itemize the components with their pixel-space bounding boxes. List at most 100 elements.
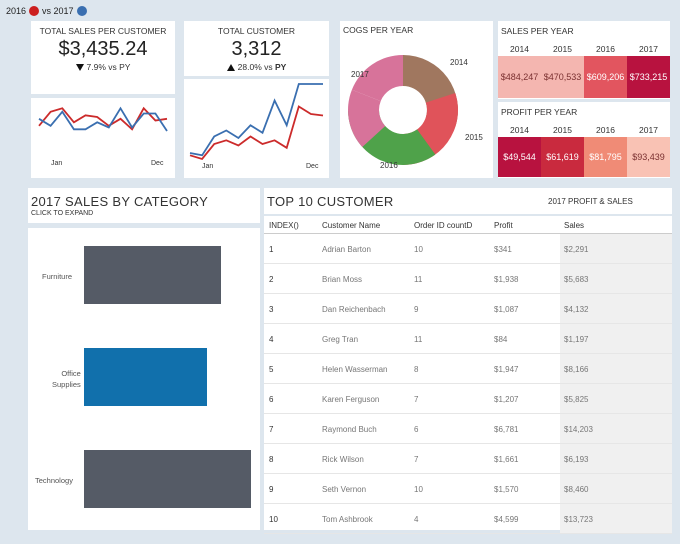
sales-cell-bg — [560, 324, 672, 353]
year-header: 2014 — [510, 125, 529, 135]
col-profit[interactable]: Profit — [494, 221, 513, 230]
table-row[interactable]: 10 Tom Ashbrook 4 $4,599 $13,723 — [264, 504, 672, 534]
table-row[interactable]: 2 Brian Moss 11 $1,938 $5,683 — [264, 264, 672, 294]
table-row[interactable]: 5 Helen Wasserman 8 $1,947 $8,166 — [264, 354, 672, 384]
cell-orders: 6 — [414, 425, 419, 434]
cogs-panel[interactable]: COGS PER YEAR 2014 2015 2016 2017 — [340, 21, 493, 178]
category-label-furniture: Furniture — [42, 272, 73, 281]
cell-customer: Dan Reichenbach — [322, 305, 386, 314]
cell-sales: $8,166 — [564, 365, 589, 374]
profit-year-row: $49,544 $61,619 $81,795 $93,439 — [498, 137, 670, 177]
cell-orders: 10 — [414, 245, 423, 254]
category-bar[interactable] — [84, 246, 222, 304]
profit-cell-2015[interactable]: $61,619 — [541, 137, 584, 177]
sales-sparkline — [38, 106, 168, 132]
label-2016: 2016 — [380, 161, 398, 170]
category-label-office: Office Supplies — [52, 369, 81, 389]
year-header: 2015 — [553, 44, 572, 54]
kpi-customer-value: 3,312 — [231, 38, 282, 60]
sales-year-row: $484,247 $470,533 $609,206 $733,215 — [498, 56, 670, 98]
year-header: 2017 — [639, 44, 658, 54]
table-row[interactable]: 8 Rick Wilson 7 $1,661 $6,193 — [264, 444, 672, 474]
cell-sales: $5,683 — [564, 275, 589, 284]
category-bar-chart[interactable]: Furniture Office Supplies Technology — [28, 228, 260, 530]
axis-dec: Dec — [151, 160, 164, 167]
slice-2017 — [351, 55, 403, 102]
profit-cell-2014[interactable]: $49,544 — [498, 137, 541, 177]
cell-customer: Karen Ferguson — [322, 395, 380, 404]
cell-customer: Adrian Barton — [322, 245, 371, 254]
table-row[interactable]: 3 Dan Reichenbach 9 $1,087 $4,132 — [264, 294, 672, 324]
kpi-customer-card[interactable]: TOTAL CUSTOMER 3,312 28.0% vs PY — [184, 21, 329, 76]
cell-orders: 9 — [414, 305, 419, 314]
cell-orders: 4 — [414, 515, 419, 524]
table-row[interactable]: 4 Greg Tran 11 $84 $1,197 — [264, 324, 672, 354]
top10-subtitle: 2017 PROFIT & SALES — [548, 197, 633, 206]
sales-cell-2014[interactable]: $484,247 — [498, 56, 541, 98]
legend-dot-2016 — [29, 6, 40, 16]
cell-index: 5 — [269, 365, 274, 374]
sales-trend-chart[interactable]: Jan Dec — [31, 98, 175, 178]
sales-cell-2017[interactable]: $733,215 — [627, 56, 670, 98]
cell-profit: $341 — [494, 245, 512, 254]
down-arrow-icon — [75, 64, 84, 72]
cell-orders: 11 — [414, 275, 423, 284]
axis-dec: Dec — [306, 163, 319, 170]
sales-cell-bg — [560, 504, 672, 533]
profit-cell-2017[interactable]: $93,439 — [627, 137, 670, 177]
year-header: 2014 — [510, 44, 529, 54]
col-customer[interactable]: Customer Name — [322, 221, 381, 230]
table-header: INDEX() Customer Name Order ID countD Pr… — [264, 216, 672, 234]
kpi-sales-value: $3,435.24 — [58, 38, 148, 60]
cell-orders: 7 — [414, 395, 419, 404]
axis-jan: Jan — [202, 163, 214, 170]
cell-orders: 8 — [414, 365, 419, 374]
category-title: 2017 SALES BY CATEGORY — [31, 194, 209, 209]
cell-customer: Rick Wilson — [322, 455, 364, 464]
cell-sales: $6,193 — [564, 455, 589, 464]
col-index[interactable]: INDEX() — [269, 221, 299, 230]
sales-cell-bg — [560, 264, 672, 293]
cell-profit: $1,087 — [494, 305, 519, 314]
category-bar[interactable] — [84, 450, 252, 508]
top10-table[interactable]: INDEX() Customer Name Order ID countD Pr… — [264, 216, 672, 534]
sales-cell-2015[interactable]: $470,533 — [541, 56, 584, 98]
top10-header-panel[interactable]: TOP 10 CUSTOMER 2017 PROFIT & SALES — [264, 188, 672, 214]
col-sales[interactable]: Sales — [564, 221, 585, 230]
series-2016-line — [38, 106, 168, 131]
series-2017-line — [38, 106, 168, 132]
category-bar[interactable] — [84, 348, 208, 406]
sales-cell-2016[interactable]: $609,206 — [584, 56, 627, 98]
cell-index: 7 — [269, 425, 274, 434]
profit-year-title: PROFIT PER YEAR — [501, 107, 578, 117]
cell-sales: $1,197 — [564, 335, 589, 344]
sales-cell-bg — [560, 414, 672, 443]
profit-year-header: 2014 2015 2016 2017 — [498, 125, 670, 135]
legend-vs: vs 2017 — [42, 6, 74, 16]
cell-orders: 11 — [414, 335, 423, 344]
cell-index: 4 — [269, 335, 274, 344]
cell-customer: Greg Tran — [322, 335, 359, 344]
up-arrow-icon — [226, 64, 235, 72]
cell-sales: $14,203 — [564, 425, 593, 434]
customer-trend-chart[interactable]: Jan Dec — [184, 79, 329, 178]
table-row[interactable]: 9 Seth Vernon 10 $1,570 $8,460 — [264, 474, 672, 504]
category-label-technology: Technology — [35, 476, 73, 485]
cell-sales: $4,132 — [564, 305, 589, 314]
category-header-panel[interactable]: 2017 SALES BY CATEGORY CLICK TO EXPAND — [28, 188, 260, 223]
col-orders[interactable]: Order ID countD — [414, 221, 473, 230]
table-row[interactable]: 6 Karen Ferguson 7 $1,207 $5,825 — [264, 384, 672, 414]
cogs-title: COGS PER YEAR — [343, 25, 414, 35]
sales-year-header: 2014 2015 2016 2017 — [498, 44, 670, 54]
sales-cell-bg — [560, 354, 672, 383]
profit-per-year-panel[interactable]: PROFIT PER YEAR 2014 2015 2016 2017 $49,… — [498, 102, 670, 178]
sales-per-year-panel[interactable]: SALES PER YEAR 2014 2015 2016 2017 $484,… — [498, 21, 670, 99]
table-row[interactable]: 7 Raymond Buch 6 $6,781 $14,203 — [264, 414, 672, 444]
cell-profit: $84 — [494, 335, 508, 344]
cell-profit: $4,599 — [494, 515, 519, 524]
kpi-sales-card[interactable]: TOTAL SALES PER CUSTOMER $3,435.24 7.9% … — [31, 21, 175, 94]
cell-index: 10 — [269, 515, 278, 524]
table-row[interactable]: 1 Adrian Barton 10 $341 $2,291 — [264, 234, 672, 264]
profit-cell-2016[interactable]: $81,795 — [584, 137, 627, 177]
customer-sparkline — [189, 83, 324, 161]
